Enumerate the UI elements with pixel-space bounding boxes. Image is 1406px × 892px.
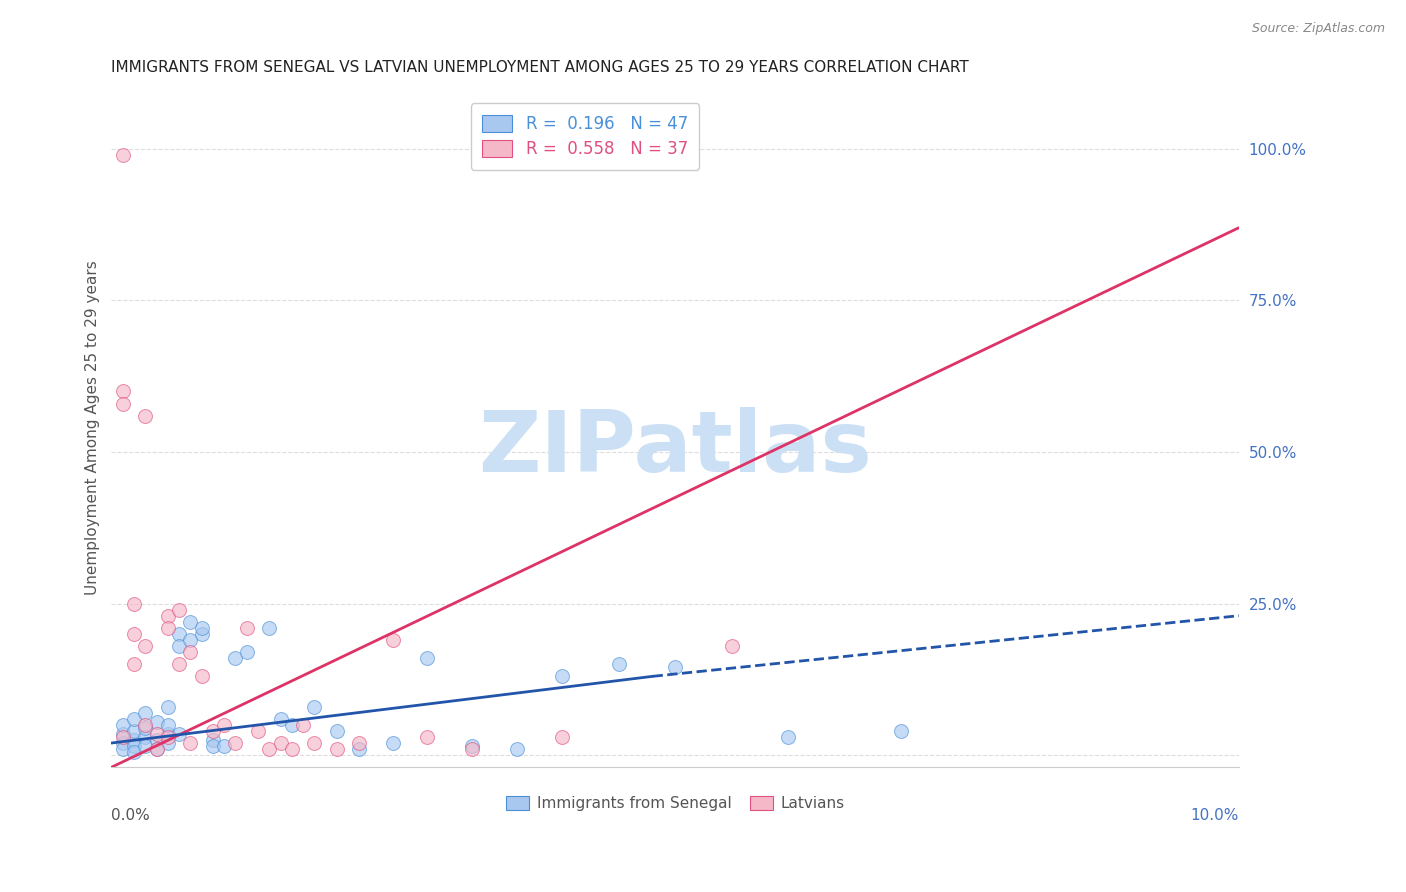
Point	[134, 721, 156, 735]
Point	[382, 632, 405, 647]
Point	[349, 742, 371, 756]
Point	[270, 712, 292, 726]
Point	[382, 736, 405, 750]
Point	[134, 739, 156, 753]
Point	[190, 627, 212, 641]
Point	[776, 730, 799, 744]
Point	[201, 733, 224, 747]
Point	[224, 651, 246, 665]
Text: 0.0%: 0.0%	[111, 808, 150, 823]
Point	[122, 597, 145, 611]
Point	[259, 621, 281, 635]
Point	[145, 742, 167, 756]
Point	[134, 730, 156, 744]
Point	[201, 739, 224, 753]
Point	[111, 384, 134, 399]
Legend: Immigrants from Senegal, Latvians: Immigrants from Senegal, Latvians	[501, 789, 851, 817]
Point	[890, 723, 912, 738]
Point	[304, 736, 326, 750]
Point	[235, 621, 257, 635]
Point	[281, 718, 304, 732]
Point	[179, 615, 201, 629]
Point	[122, 733, 145, 747]
Point	[156, 608, 179, 623]
Point	[292, 718, 315, 732]
Point	[167, 727, 190, 741]
Text: IMMIGRANTS FROM SENEGAL VS LATVIAN UNEMPLOYMENT AMONG AGES 25 TO 29 YEARS CORREL: IMMIGRANTS FROM SENEGAL VS LATVIAN UNEMP…	[111, 60, 969, 75]
Point	[111, 736, 134, 750]
Point	[167, 602, 190, 616]
Point	[156, 730, 179, 744]
Point	[134, 706, 156, 720]
Point	[461, 742, 484, 756]
Point	[212, 739, 235, 753]
Point	[145, 742, 167, 756]
Point	[664, 660, 686, 674]
Text: ZIPatlas: ZIPatlas	[478, 407, 872, 490]
Point	[246, 723, 269, 738]
Point	[326, 723, 349, 738]
Point	[122, 739, 145, 753]
Point	[145, 727, 167, 741]
Point	[156, 621, 179, 635]
Point	[179, 645, 201, 659]
Point	[270, 736, 292, 750]
Point	[111, 396, 134, 410]
Point	[416, 651, 439, 665]
Point	[111, 148, 134, 162]
Point	[212, 718, 235, 732]
Point	[156, 718, 179, 732]
Point	[122, 745, 145, 759]
Point	[145, 714, 167, 729]
Point	[134, 409, 156, 423]
Point	[551, 669, 574, 683]
Point	[145, 733, 167, 747]
Point	[304, 699, 326, 714]
Point	[349, 736, 371, 750]
Point	[224, 736, 246, 750]
Point	[156, 727, 179, 741]
Point	[551, 730, 574, 744]
Point	[326, 742, 349, 756]
Point	[111, 718, 134, 732]
Point	[111, 727, 134, 741]
Point	[111, 730, 134, 744]
Point	[134, 639, 156, 653]
Point	[201, 723, 224, 738]
Point	[122, 627, 145, 641]
Point	[259, 742, 281, 756]
Text: Source: ZipAtlas.com: Source: ZipAtlas.com	[1251, 22, 1385, 36]
Y-axis label: Unemployment Among Ages 25 to 29 years: Unemployment Among Ages 25 to 29 years	[86, 260, 100, 595]
Point	[461, 739, 484, 753]
Point	[111, 742, 134, 756]
Point	[179, 736, 201, 750]
Point	[190, 621, 212, 635]
Point	[416, 730, 439, 744]
Text: 10.0%: 10.0%	[1191, 808, 1239, 823]
Point	[506, 742, 529, 756]
Point	[167, 639, 190, 653]
Point	[122, 657, 145, 672]
Point	[122, 723, 145, 738]
Point	[607, 657, 630, 672]
Point	[134, 718, 156, 732]
Point	[190, 669, 212, 683]
Point	[720, 639, 742, 653]
Point	[179, 632, 201, 647]
Point	[122, 712, 145, 726]
Point	[167, 657, 190, 672]
Point	[156, 699, 179, 714]
Point	[167, 627, 190, 641]
Point	[235, 645, 257, 659]
Point	[156, 736, 179, 750]
Point	[281, 742, 304, 756]
